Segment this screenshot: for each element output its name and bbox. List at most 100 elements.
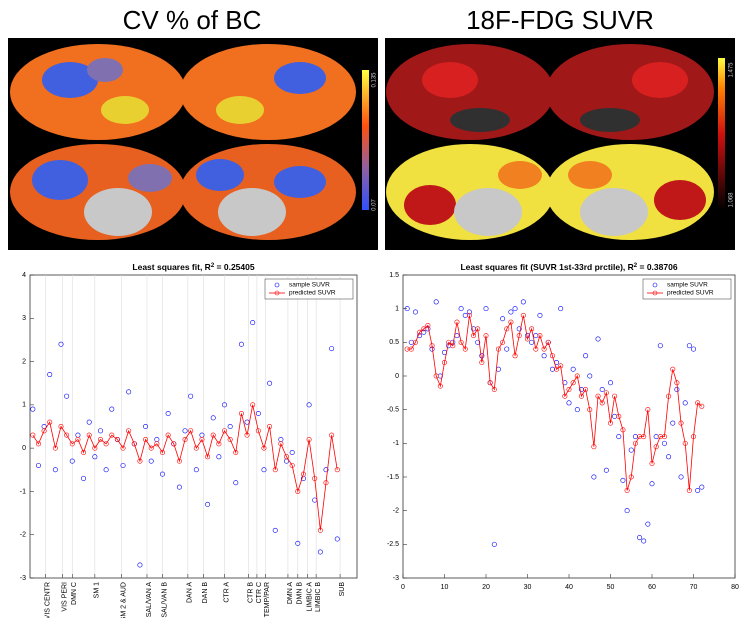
data-point: [120, 462, 126, 468]
data-point: [466, 312, 472, 318]
data-point: [628, 474, 634, 480]
x-tick-label: SUB: [339, 582, 346, 597]
chart-title: Least squares fit (SUVR 1st-33rd prctile…: [460, 262, 677, 272]
legend: [642, 278, 732, 300]
data-point: [595, 393, 601, 399]
data-point: [35, 462, 41, 468]
data-point: [587, 407, 593, 413]
data-point: [607, 380, 613, 386]
data-point: [412, 339, 418, 345]
data-point: [574, 373, 580, 379]
data-point: [421, 326, 427, 332]
y-tick-label: 1.5: [389, 272, 399, 279]
data-point: [193, 467, 199, 473]
data-point: [616, 434, 622, 440]
data-point: [487, 380, 493, 386]
y-tick-label: 0.5: [389, 339, 399, 346]
data-point: [682, 440, 688, 446]
y-tick-label: -2: [393, 508, 399, 515]
colorbar-label: 0.07: [372, 199, 378, 211]
data-point: [278, 441, 284, 447]
data-point: [458, 306, 464, 312]
data-point: [483, 306, 489, 312]
data-point: [520, 312, 526, 318]
data-point: [504, 346, 510, 352]
data-point: [171, 441, 177, 447]
data-point: [109, 406, 115, 412]
data-point: [475, 339, 481, 345]
data-point: [429, 343, 435, 349]
data-point: [661, 440, 667, 446]
data-point: [75, 436, 81, 442]
data-point: [81, 475, 87, 481]
data-point: [599, 400, 605, 406]
data-point: [599, 386, 605, 392]
data-point: [148, 445, 154, 451]
data-point: [674, 386, 680, 392]
data-point: [433, 373, 439, 379]
y-tick-label: 1: [395, 306, 399, 313]
data-point: [64, 432, 70, 438]
x-tick-label: LIMBIC A: [307, 582, 314, 612]
data-point: [126, 428, 132, 434]
data-point: [289, 449, 295, 455]
data-point: [250, 402, 256, 408]
data-point: [222, 402, 228, 408]
data-point: [537, 333, 543, 339]
title-text: Least squares fit (SUVR 1st-33rd prctile…: [460, 262, 633, 272]
data-point: [558, 306, 564, 312]
data-point: [632, 440, 638, 446]
data-point: [69, 458, 75, 464]
data-point: [92, 445, 98, 451]
x-tick-label: 30: [524, 584, 532, 591]
legend-label: sample SUVR: [289, 282, 330, 289]
data-point: [512, 353, 518, 359]
data-point: [143, 423, 149, 429]
data-point: [661, 434, 667, 440]
data-point: [641, 538, 647, 544]
data-point: [695, 487, 701, 493]
data-point: [92, 454, 98, 460]
data-point: [504, 326, 510, 332]
x-tick-label: SM 1: [94, 582, 101, 598]
data-point: [491, 386, 497, 392]
legend-label: sample SUVR: [667, 282, 708, 289]
data-point: [227, 423, 233, 429]
data-point: [205, 501, 211, 507]
legend-marker: [652, 282, 658, 288]
brain-panel: [385, 38, 735, 250]
legend-marker: [652, 290, 658, 296]
data-point: [210, 415, 216, 421]
x-tick-label: SAL/VAN B: [161, 582, 168, 618]
data-point: [649, 461, 655, 467]
data-point: [670, 420, 676, 426]
data-point: [148, 458, 154, 464]
data-point: [441, 360, 447, 366]
title-text: Least squares fit, R: [132, 262, 210, 272]
data-point: [620, 427, 626, 433]
data-point: [603, 390, 609, 396]
data-point: [699, 403, 705, 409]
data-point: [199, 436, 205, 442]
data-point: [267, 380, 273, 386]
data-point: [454, 319, 460, 325]
data-point: [508, 319, 514, 325]
data-point: [109, 432, 115, 438]
data-point: [437, 383, 443, 389]
series-line: [32, 404, 338, 531]
series-line: [407, 315, 703, 491]
data-point: [678, 474, 684, 480]
data-point: [329, 346, 335, 352]
data-point: [216, 441, 222, 447]
data-point: [699, 484, 705, 490]
data-point: [86, 419, 92, 425]
data-point: [261, 467, 267, 473]
x-tick-label: SAL/VAN A: [146, 582, 153, 618]
data-point: [272, 467, 278, 473]
data-point: [193, 445, 199, 451]
x-tick-label: 0: [401, 584, 405, 591]
data-point: [41, 428, 47, 434]
data-point: [306, 436, 312, 442]
title-text: = 0.38706: [637, 262, 678, 272]
